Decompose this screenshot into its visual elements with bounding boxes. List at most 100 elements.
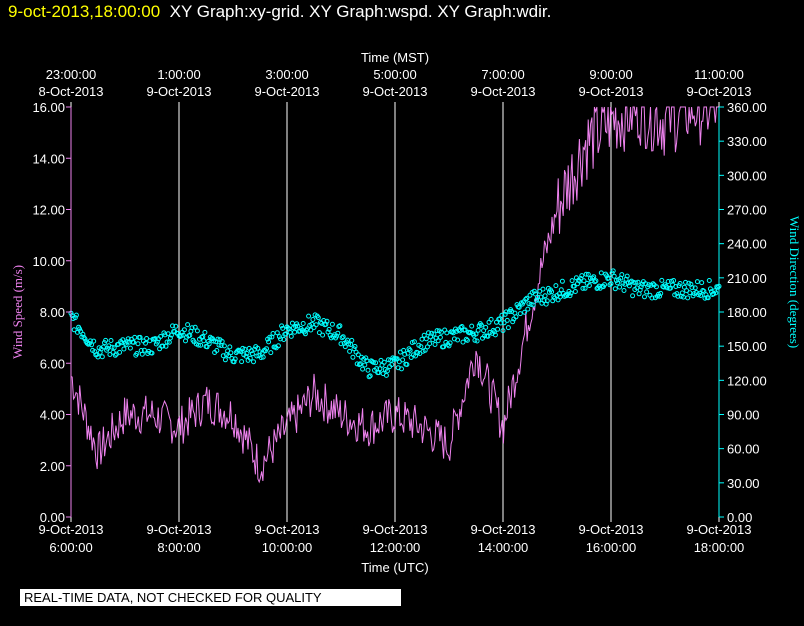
wind-direction-point <box>630 293 636 299</box>
left-tick-label: 0.00 <box>40 510 65 525</box>
wind-direction-point <box>131 339 137 345</box>
wind-direction-point <box>278 336 283 342</box>
wind-direction-point <box>441 344 447 350</box>
wind-direction-point <box>540 286 546 292</box>
wind-direction-point <box>642 294 647 300</box>
series-layer <box>68 106 722 484</box>
left-tick-label: 12.00 <box>32 203 65 218</box>
wind-direction-point <box>127 345 133 351</box>
wind-direction-point <box>337 323 343 329</box>
wind-direction-point <box>687 290 693 296</box>
wind-direction-point <box>367 373 373 379</box>
wind-direction-point <box>429 330 435 336</box>
wind-speed-line <box>70 106 719 484</box>
wind-direction-point <box>582 285 588 291</box>
wind-direction-point <box>121 346 127 352</box>
wind-direction-point <box>569 278 575 284</box>
wind-direction-point <box>185 322 191 328</box>
wind-direction-point <box>143 340 148 346</box>
wind-direction-point <box>231 359 237 365</box>
wind-direction-point <box>254 353 260 359</box>
wind-direction-point <box>222 357 228 363</box>
top-tick-date: 9-Oct-2013 <box>470 84 535 99</box>
wind-direction-point <box>424 344 430 350</box>
wind-direction-point <box>683 279 688 285</box>
wind-direction-point <box>606 275 612 281</box>
wind-direction-point <box>610 268 616 274</box>
wind-direction-point <box>260 354 266 360</box>
wind-direction-point <box>537 288 543 294</box>
wind-direction-point <box>315 315 321 321</box>
left-tick-label: 10.00 <box>32 254 65 269</box>
wind-direction-point <box>458 324 464 330</box>
wind-direction-point <box>502 311 508 317</box>
wind-direction-point <box>201 338 207 344</box>
right-tick-label: 300.00 <box>727 168 767 183</box>
wind-direction-point <box>593 278 599 284</box>
wind-direction-point <box>617 284 623 290</box>
labels-layer: 9-Oct-2013 6:00:00 23:00:00 8-Oct-2013 9-Oct… <box>10 50 802 575</box>
wind-direction-point <box>431 331 437 337</box>
wind-direction-point <box>168 332 174 338</box>
wind-direction-point <box>638 284 644 290</box>
wind-direction-point <box>135 341 141 347</box>
wind-direction-point <box>149 350 155 356</box>
wind-direction-point <box>124 339 130 345</box>
wind-direction-point <box>384 368 390 374</box>
wind-direction-point <box>677 281 683 286</box>
wind-direction-point <box>170 323 175 329</box>
wind-direction-point <box>583 271 589 277</box>
wind-direction-point <box>422 347 428 353</box>
wind-direction-point <box>192 324 198 330</box>
wind-direction-point <box>571 283 577 289</box>
wind-direction-point <box>657 293 663 299</box>
wind-direction-point <box>389 362 395 368</box>
wind-direction-point <box>100 344 106 350</box>
wind-direction-point <box>500 328 506 334</box>
wind-direction-point <box>579 273 585 279</box>
left-tick-label: 8.00 <box>40 305 65 320</box>
wind-direction-point <box>275 343 281 349</box>
wind-direction-point <box>426 330 431 336</box>
wind-direction-point <box>313 322 319 328</box>
wind-direction-point <box>210 336 215 342</box>
left-tick-label: 14.00 <box>32 151 65 166</box>
wind-direction-point <box>438 329 444 335</box>
wind-direction-point <box>310 317 316 322</box>
wind-direction-point <box>558 287 564 293</box>
wind-direction-point <box>513 314 519 320</box>
wind-direction-point <box>288 333 294 339</box>
wind-direction-point <box>532 291 538 297</box>
wind-direction-point <box>460 339 466 345</box>
wind-direction-point <box>329 321 335 327</box>
wind-direction-point <box>285 325 291 331</box>
wind-direction-point <box>698 293 704 298</box>
top-axis-title: Time (MST) <box>361 50 429 65</box>
left-tick-label: 2.00 <box>40 459 65 474</box>
wind-direction-point <box>408 355 414 360</box>
wind-direction-point <box>306 313 312 319</box>
wind-direction-point <box>553 283 559 289</box>
wind-direction-point <box>674 291 680 297</box>
wind-direction-point <box>472 337 478 343</box>
wind-direction-point <box>252 346 258 352</box>
wind-direction-point <box>107 352 113 357</box>
wind-direction-point <box>469 323 475 329</box>
top-tick-time: 23:00:00 <box>46 67 97 82</box>
wind-direction-point <box>510 319 516 325</box>
wind-direction-point <box>255 345 261 351</box>
wind-direction-point <box>227 344 233 350</box>
wind-direction-point <box>360 366 366 372</box>
wind-direction-point <box>365 367 371 373</box>
wind-direction-point <box>91 338 97 344</box>
right-tick-label: 60.00 <box>727 442 760 457</box>
wind-direction-point <box>530 302 536 308</box>
wind-direction-point <box>608 281 614 287</box>
left-tick-label: 16.00 <box>32 100 65 115</box>
wind-direction-point <box>200 334 206 339</box>
wind-direction-point <box>544 298 550 304</box>
wind-direction-point <box>706 278 712 283</box>
wind-direction-point <box>163 343 169 349</box>
right-tick-label: 360.00 <box>727 100 767 115</box>
wind-direction-point <box>624 273 630 279</box>
